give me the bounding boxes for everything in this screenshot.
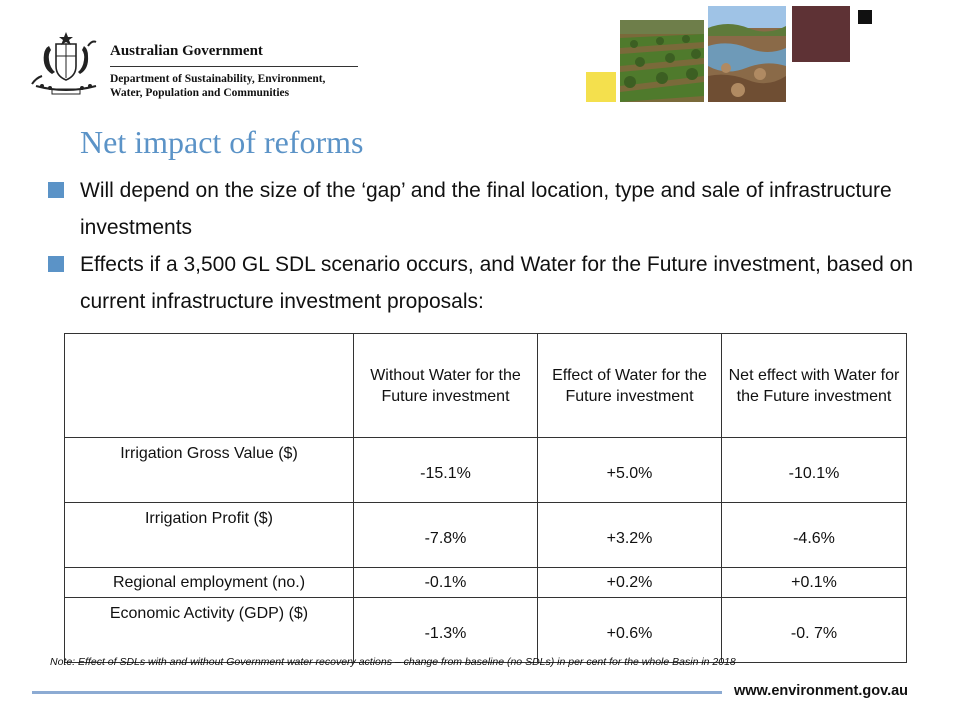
table-header-row: Without Water for the Future investment … bbox=[64, 333, 907, 438]
table-cell: -1.3% bbox=[353, 597, 538, 663]
table-cell: +0.2% bbox=[537, 567, 722, 598]
footer-divider bbox=[32, 691, 722, 694]
government-logo: Australian Government Department of Sust… bbox=[30, 30, 360, 100]
table-cell: -0.1% bbox=[353, 567, 538, 598]
table-row: Economic Activity (GDP) ($) -1.3% +0.6% … bbox=[64, 597, 907, 663]
decorative-yellow-tile bbox=[586, 72, 616, 102]
row-label: Irrigation Profit ($) bbox=[64, 502, 354, 568]
decorative-maroon-tile bbox=[792, 6, 850, 62]
row-label: Economic Activity (GDP) ($) bbox=[64, 597, 354, 663]
org-title: Australian Government bbox=[110, 43, 263, 59]
square-bullet-icon bbox=[48, 182, 64, 198]
row-label: Regional employment (no.) bbox=[64, 567, 354, 598]
table-cell: -7.8% bbox=[353, 502, 538, 568]
footer-url: www.environment.gov.au bbox=[734, 683, 909, 699]
department-name: Department of Sustainability, Environmen… bbox=[110, 72, 325, 100]
slide-title: Net impact of reforms bbox=[80, 124, 364, 160]
table-cell: -15.1% bbox=[353, 437, 538, 503]
table-cell: +0.1% bbox=[721, 567, 907, 598]
table-header-blank bbox=[64, 333, 354, 438]
table-header-net: Net effect with Water for the Future inv… bbox=[721, 333, 907, 438]
table-row: Irrigation Profit ($) -7.8% +3.2% -4.6% bbox=[64, 502, 907, 568]
table-cell: +5.0% bbox=[537, 437, 722, 503]
table-note: Note: Effect of SDLs with and without Go… bbox=[50, 656, 736, 668]
department-line-1: Department of Sustainability, Environmen… bbox=[110, 73, 326, 85]
river-photo bbox=[708, 6, 786, 102]
bullet-item: Will depend on the size of the ‘gap’ and… bbox=[48, 172, 928, 246]
department-line-2: Water, Population and Communities bbox=[110, 87, 290, 99]
coat-of-arms-icon bbox=[31, 32, 97, 95]
table-row: Regional employment (no.) -0.1% +0.2% +0… bbox=[64, 567, 907, 598]
vineyard-photo bbox=[620, 20, 704, 102]
bullet-item: Effects if a 3,500 GL SDL scenario occur… bbox=[48, 246, 928, 320]
bullet-text: Will depend on the size of the ‘gap’ and… bbox=[80, 179, 892, 239]
table-row: Irrigation Gross Value ($) -15.1% +5.0% … bbox=[64, 437, 907, 503]
table-cell: -4.6% bbox=[721, 502, 907, 568]
table-cell: -10.1% bbox=[721, 437, 907, 503]
table-cell: +0.6% bbox=[537, 597, 722, 663]
table-header-effect: Effect of Water for the Future investmen… bbox=[537, 333, 722, 438]
decorative-black-tile bbox=[858, 10, 872, 24]
header-divider bbox=[110, 66, 358, 67]
table-cell: +3.2% bbox=[537, 502, 722, 568]
reform-impact-table: Without Water for the Future investment … bbox=[64, 333, 907, 663]
bullet-text: Effects if a 3,500 GL SDL scenario occur… bbox=[80, 253, 914, 313]
table-cell: -0. 7% bbox=[721, 597, 907, 663]
table-header-without: Without Water for the Future investment bbox=[353, 333, 538, 438]
square-bullet-icon bbox=[48, 256, 64, 272]
bullet-list: Will depend on the size of the ‘gap’ and… bbox=[48, 172, 928, 320]
row-label: Irrigation Gross Value ($) bbox=[64, 437, 354, 503]
